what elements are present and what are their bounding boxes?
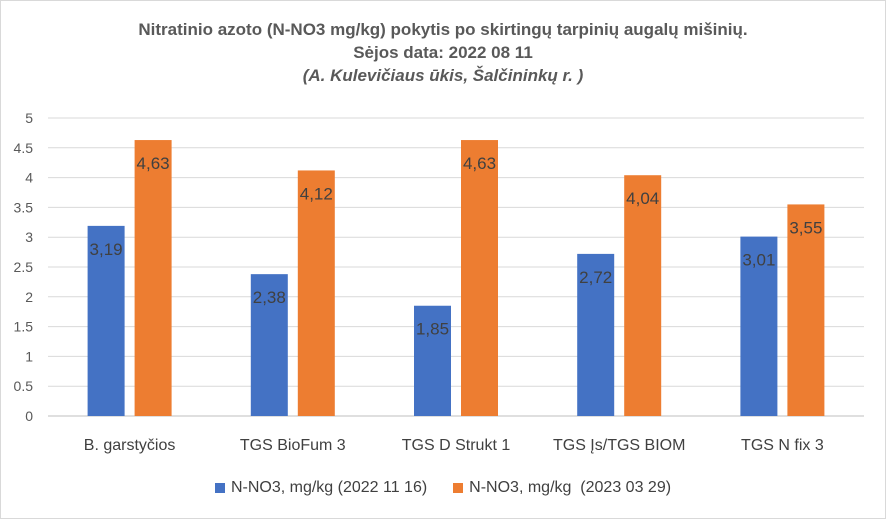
legend-item-series-2: N-NO3, mg/kg (2023 03 29) — [453, 479, 671, 497]
data-label-series-1: 2,72 — [579, 268, 612, 287]
bar-series-2 — [134, 140, 172, 416]
bar-series-1 — [87, 225, 125, 416]
chart-title: Nitratinio azoto (N-NO3 mg/kg) pokytis p… — [138, 20, 748, 39]
data-label-series-1: 1,85 — [416, 320, 449, 339]
bar-series-2 — [624, 175, 662, 416]
bar-series-1 — [250, 274, 288, 416]
data-label-series-2: 4,04 — [626, 189, 659, 208]
bar-series-2 — [297, 170, 335, 416]
y-tick-label: 2 — [25, 289, 33, 305]
data-label-series-1: 2,38 — [253, 288, 286, 307]
y-tick-label: 4.5 — [14, 140, 34, 156]
x-category-label: B. garstyčios — [84, 437, 176, 454]
y-tick-label: 2.5 — [14, 259, 34, 275]
bar-series-1 — [414, 305, 451, 416]
y-tick-label: 1 — [25, 348, 33, 364]
y-tick-label: 3 — [25, 229, 33, 245]
chart-subtitle: Sėjos data: 2022 08 11 — [353, 43, 533, 62]
bar-series-2 — [461, 140, 498, 416]
data-label-series-2: 3,55 — [789, 218, 822, 237]
legend-label-series-1: N-NO3, mg/kg (2022 11 16) — [230, 479, 428, 496]
legend-label-series-2: N-NO3, mg/kg (2023 03 29) — [469, 479, 672, 496]
data-label-series-1: 3,19 — [90, 240, 123, 259]
y-tick-label: 0 — [25, 408, 33, 424]
y-tick-label: 5 — [25, 110, 33, 126]
legend-swatch-series-2 — [453, 483, 464, 493]
x-category-label: TGS BioFum 3 — [240, 437, 346, 454]
legend-swatch-series-1 — [214, 483, 225, 493]
bar-series-1 — [577, 253, 615, 416]
data-label-series-2: 4,63 — [137, 154, 170, 173]
bar-series-1 — [740, 236, 778, 416]
y-tick-label: 0.5 — [14, 378, 34, 394]
x-category-label: TGS N fix 3 — [741, 437, 824, 454]
bar-series-2 — [787, 204, 825, 416]
y-tick-label: 1.5 — [14, 319, 34, 335]
data-label-series-1: 3,01 — [742, 251, 775, 270]
chart-subtitle-location: (A. Kulevičiaus ūkis, Šalčininkų r. ) — [302, 66, 584, 85]
legend: N-NO3, mg/kg (2022 11 16) N-NO3, mg/kg (… — [0, 479, 886, 497]
y-tick-label: 3.5 — [14, 199, 34, 215]
x-category-label: TGS D Strukt 1 — [402, 437, 511, 454]
y-tick-label: 4 — [25, 170, 33, 186]
x-category-label: TGS Įs/TGS BIOM — [553, 437, 685, 454]
data-label-series-2: 4,12 — [300, 184, 333, 203]
legend-item-series-1: N-NO3, mg/kg (2022 11 16) — [214, 479, 428, 497]
data-label-series-2: 4,63 — [463, 154, 496, 173]
